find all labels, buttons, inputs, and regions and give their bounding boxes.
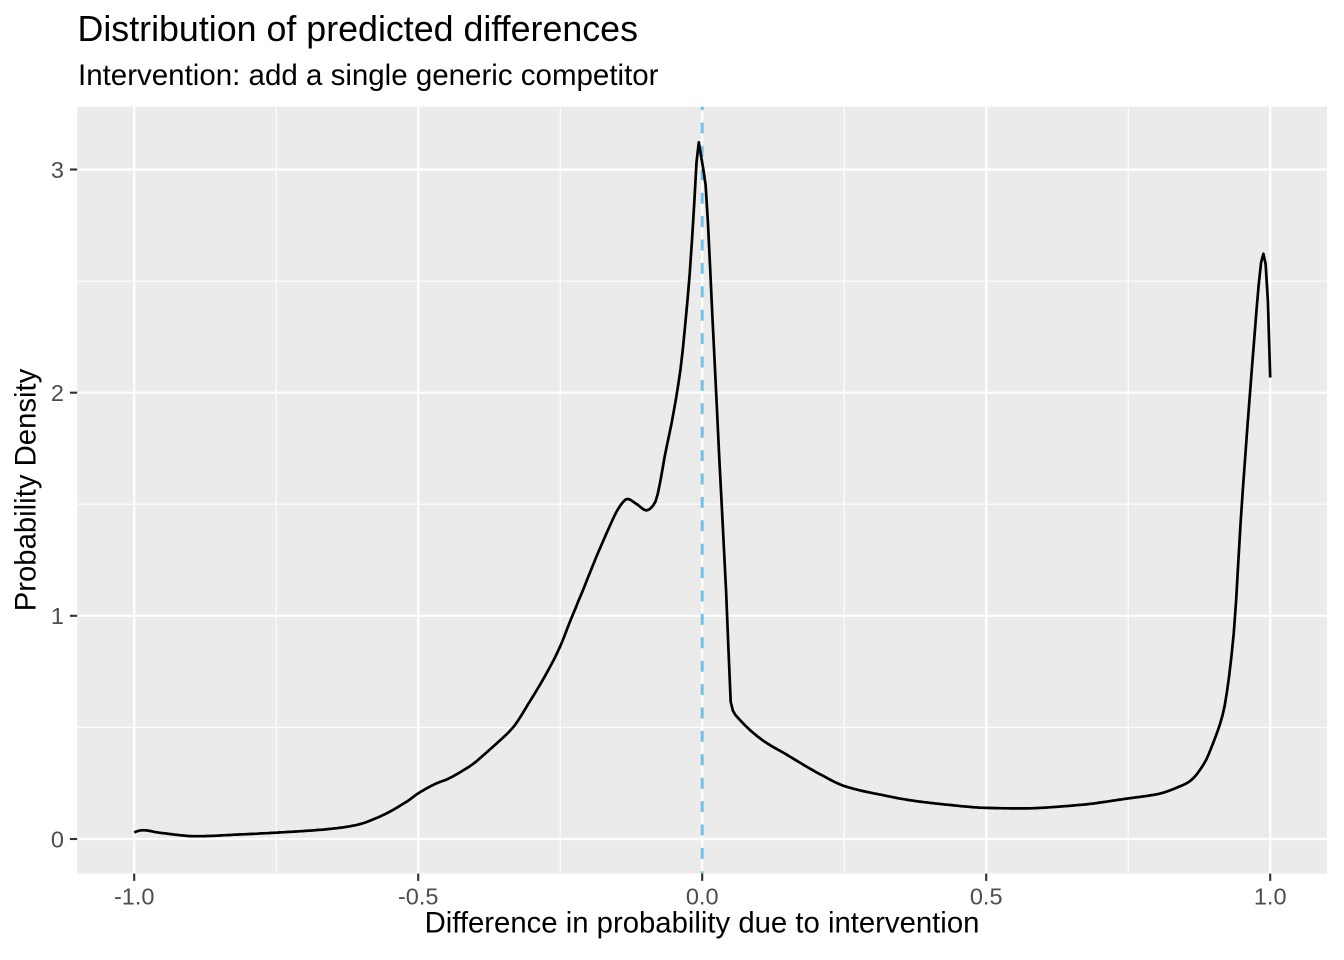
svg-text:Distribution of predicted diff: Distribution of predicted differences (78, 9, 638, 49)
svg-text:2: 2 (51, 380, 64, 406)
svg-text:Probability Density: Probability Density (10, 368, 43, 611)
svg-text:-0.5: -0.5 (398, 884, 439, 910)
svg-text:0: 0 (51, 826, 64, 852)
svg-text:1: 1 (51, 603, 64, 629)
svg-text:1.0: 1.0 (1254, 884, 1287, 910)
svg-text:0.0: 0.0 (686, 884, 719, 910)
svg-text:3: 3 (51, 157, 64, 183)
svg-text:-1.0: -1.0 (114, 884, 155, 910)
svg-text:0.5: 0.5 (970, 884, 1003, 910)
svg-text:Intervention: add a single gen: Intervention: add a single generic compe… (78, 59, 659, 92)
svg-text:Difference in probability due: Difference in probability due to interve… (425, 907, 980, 940)
